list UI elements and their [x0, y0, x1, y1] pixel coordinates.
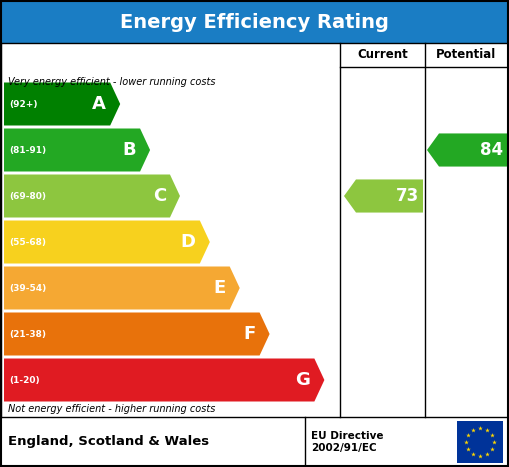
Polygon shape — [4, 175, 180, 218]
Text: D: D — [181, 233, 196, 251]
Text: Very energy efficient - lower running costs: Very energy efficient - lower running co… — [8, 77, 215, 87]
Text: Not energy efficient - higher running costs: Not energy efficient - higher running co… — [8, 404, 215, 414]
Text: 73: 73 — [396, 187, 419, 205]
Text: Current: Current — [357, 49, 408, 62]
Text: C: C — [153, 187, 166, 205]
Polygon shape — [427, 134, 507, 167]
Text: (1-20): (1-20) — [9, 375, 40, 384]
Bar — [1, 1, 508, 43]
Text: G: G — [296, 371, 310, 389]
Polygon shape — [4, 128, 150, 171]
Text: (69-80): (69-80) — [9, 191, 46, 200]
Text: 2002/91/EC: 2002/91/EC — [311, 443, 377, 453]
Text: (39-54): (39-54) — [9, 283, 46, 292]
Text: (55-68): (55-68) — [9, 238, 46, 247]
Text: England, Scotland & Wales: England, Scotland & Wales — [8, 436, 209, 448]
Text: B: B — [123, 141, 136, 159]
Polygon shape — [4, 312, 270, 355]
Text: Energy Efficiency Rating: Energy Efficiency Rating — [120, 13, 389, 31]
Polygon shape — [4, 220, 210, 263]
Text: (92+): (92+) — [9, 99, 38, 108]
Text: Potential: Potential — [436, 49, 497, 62]
Text: (81-91): (81-91) — [9, 146, 46, 155]
Polygon shape — [4, 83, 120, 126]
Text: E: E — [213, 279, 225, 297]
Text: (21-38): (21-38) — [9, 330, 46, 339]
Polygon shape — [344, 179, 423, 212]
Text: F: F — [243, 325, 256, 343]
Polygon shape — [4, 359, 324, 402]
Text: EU Directive: EU Directive — [311, 431, 383, 441]
Bar — [457, 421, 503, 463]
Text: 84: 84 — [480, 141, 503, 159]
Text: A: A — [92, 95, 106, 113]
Polygon shape — [4, 267, 240, 310]
